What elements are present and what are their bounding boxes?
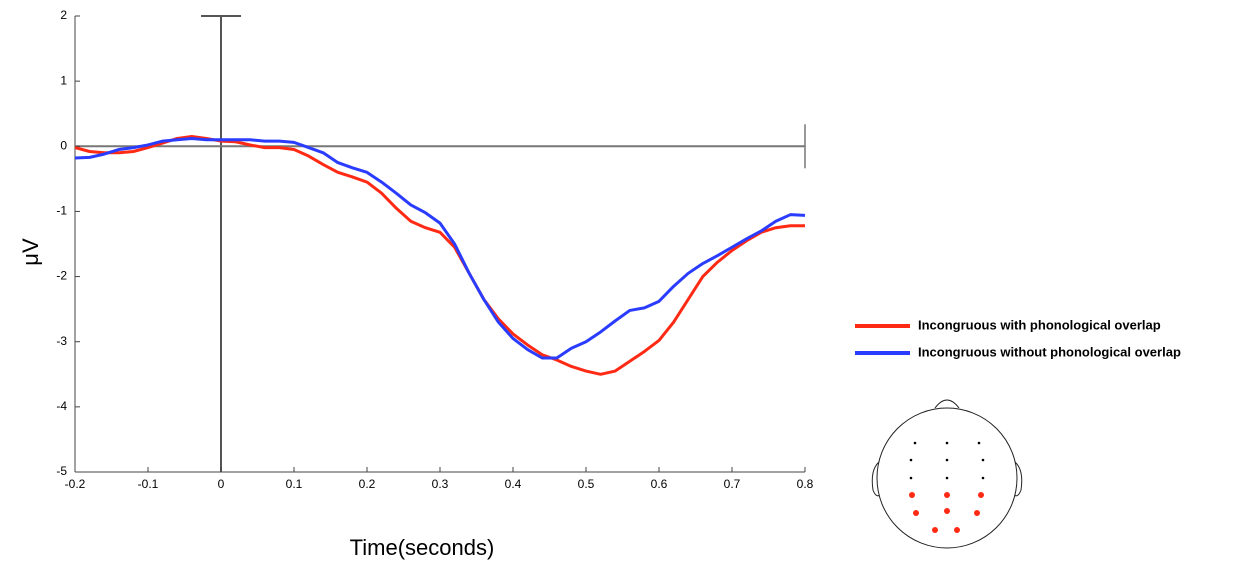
y-tick-label: 0 — [60, 138, 67, 152]
x-tick-label: 0.2 — [359, 477, 376, 491]
right-ear — [1013, 461, 1023, 497]
x-tick-label: -0.1 — [138, 477, 159, 491]
legend-label: Incongruous without phonological overlap — [918, 344, 1181, 359]
series-line — [74, 136, 806, 360]
y-tick-label: -4 — [56, 399, 67, 413]
y-tick-label: -3 — [56, 334, 67, 348]
y-tick-label: 2 — [60, 8, 67, 22]
x-tick-label: -0.2 — [65, 477, 86, 491]
electrodes — [909, 441, 985, 480]
x-tick-label: 0.1 — [286, 477, 303, 491]
x-tick-label: 0 — [218, 477, 225, 491]
x-tick-label: 0.5 — [578, 477, 595, 491]
nose — [934, 399, 960, 409]
left-ear — [871, 461, 881, 497]
x-tick-label: 0.8 — [797, 477, 814, 491]
y-tick-label: -2 — [56, 269, 67, 283]
y-axis-label: μV — [18, 238, 43, 266]
x-tick-label: 0.4 — [505, 477, 522, 491]
series-line — [74, 135, 805, 376]
x-tick-label: 0.7 — [724, 477, 741, 491]
x-tick-label: 0.6 — [651, 477, 668, 491]
y-tick-label: -1 — [56, 204, 67, 218]
selected-electrodes — [909, 492, 984, 533]
y-tick-label: -5 — [56, 464, 67, 478]
x-axis-label: Time(seconds) — [350, 535, 495, 560]
head-map — [871, 399, 1023, 549]
x-tick-label: 0.3 — [432, 477, 449, 491]
y-tick-label: 1 — [60, 73, 67, 87]
legend-label: Incongruous with phonological overlap — [918, 317, 1161, 332]
